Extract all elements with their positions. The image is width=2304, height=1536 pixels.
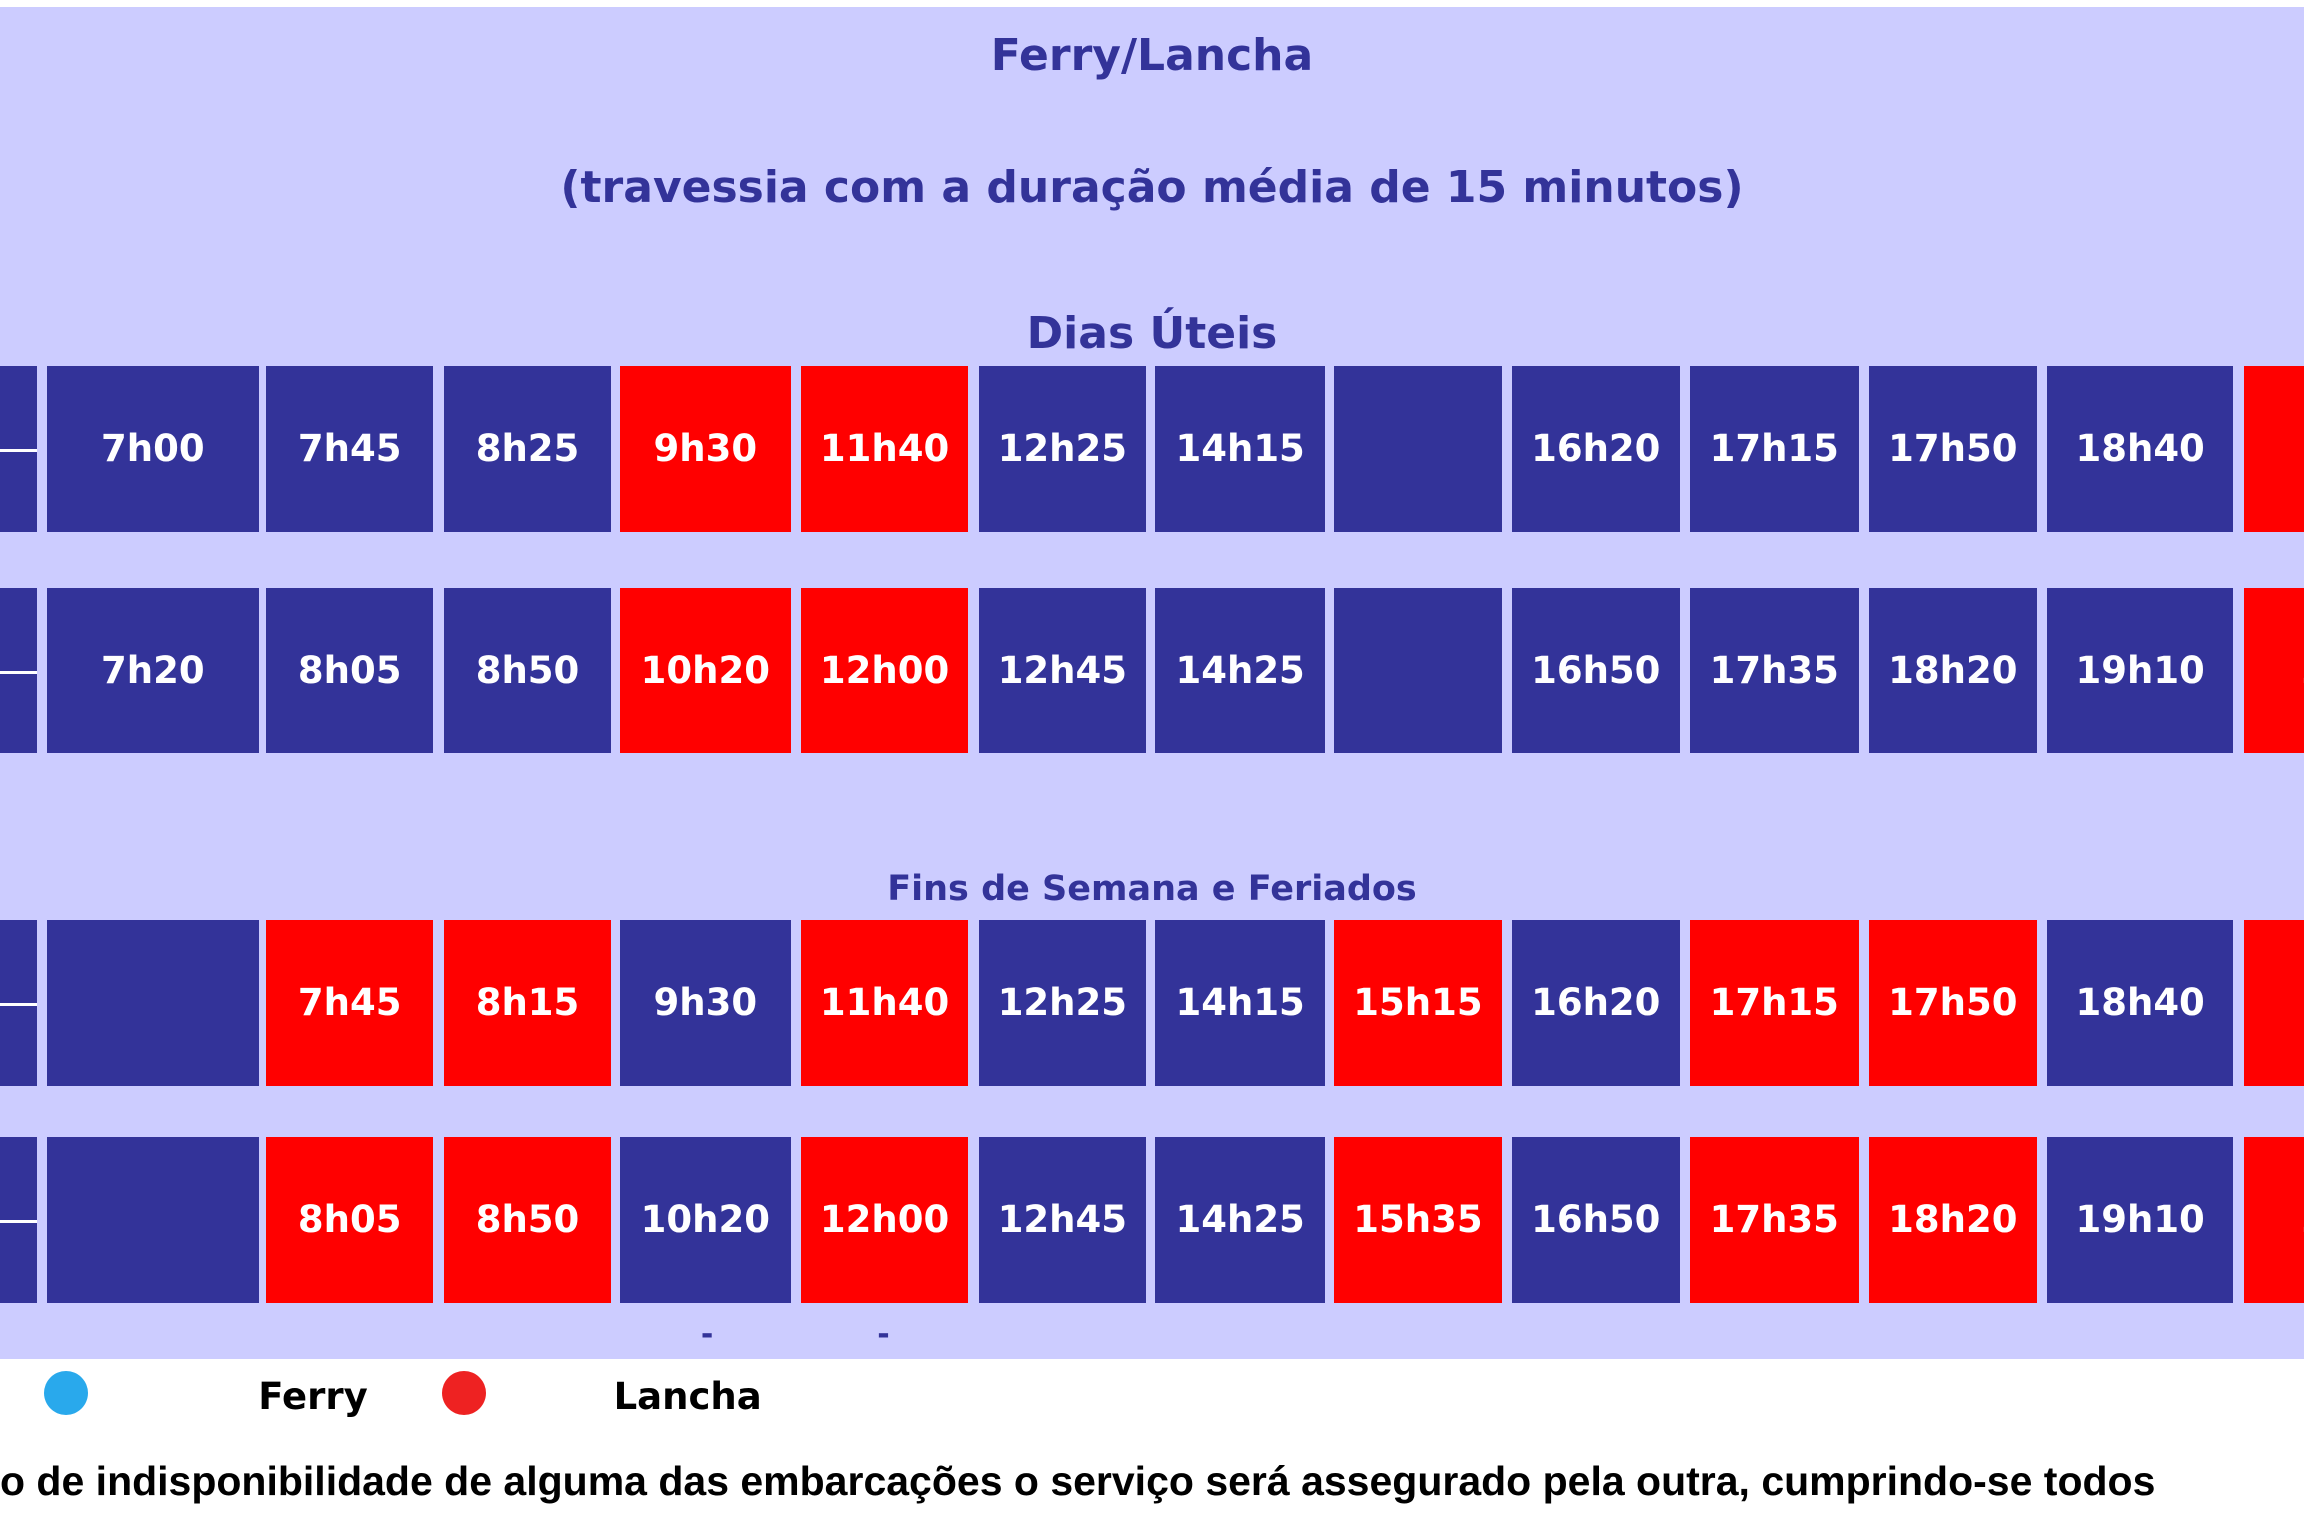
departure-cell: 9h30 <box>620 366 791 532</box>
departure-cell <box>1334 366 1502 532</box>
title: Ferry/Lancha <box>990 30 1314 81</box>
divider <box>0 670 37 674</box>
departure-cell: 15h15 <box>1334 920 1502 1086</box>
departure-cell: 17h15 <box>1689 366 1859 532</box>
departure-cell: 8h25 <box>443 366 612 532</box>
departure-cell: 12h25 <box>978 366 1147 532</box>
departure-cell <box>0 366 37 532</box>
departure-cell: 12h25 <box>978 920 1147 1086</box>
departure-cell: 8h50 <box>443 1137 612 1303</box>
departure-cell: 20 <box>2243 587 2304 754</box>
departure-cell: 19h10 <box>2046 1137 2234 1303</box>
departure-cell: 19 <box>2243 366 2304 532</box>
legend-label: Lancha <box>613 1374 762 1418</box>
departure-cell <box>0 920 37 1086</box>
departure-cell <box>1334 587 1502 754</box>
departure-cell: 8h05 <box>265 587 434 754</box>
departure-cell: 15h35 <box>1334 1137 1502 1303</box>
departure-cell: 17h50 <box>1869 920 2037 1086</box>
departure-cell: 18h40 <box>2046 920 2234 1086</box>
departure-cell: 19 <box>2243 920 2304 1086</box>
departure-cell: 11h40 <box>800 366 969 532</box>
divider <box>0 1219 37 1223</box>
departure-cell: 12h00 <box>800 1137 969 1303</box>
departure-cell <box>47 920 259 1086</box>
departure-cell: 8h50 <box>443 587 612 754</box>
departure-cell: 7h45 <box>265 920 434 1086</box>
footer-note: o de indisponibilidade de alguma das emb… <box>0 1458 2156 1504</box>
departure-cell: 16h50 <box>1512 587 1680 754</box>
legend-marker <box>44 1370 89 1415</box>
subtitle: (travessia com a duração média de 15 min… <box>560 162 1744 213</box>
departure-cell: 8h15 <box>443 920 612 1086</box>
departure-cell: 17h35 <box>1689 1137 1859 1303</box>
departure-cell: 10h20 <box>620 587 791 754</box>
departure-cell: 18h20 <box>1869 1137 2037 1303</box>
departure-cell: 12h45 <box>978 1137 1147 1303</box>
legend: Ferry Lancha <box>0 1370 2304 1430</box>
departure-cell: 16h20 <box>1512 920 1680 1086</box>
departure-cell: 14h25 <box>1154 587 1326 754</box>
legend-label: Ferry <box>258 1374 368 1418</box>
departure-cell: 12h45 <box>978 587 1147 754</box>
departure-cell: 7h00 <box>47 366 259 532</box>
departure-cell: 14h25 <box>1154 1137 1326 1303</box>
divider <box>0 448 37 452</box>
departure-cell: 17h35 <box>1689 587 1859 754</box>
departure-cell: 14h15 <box>1154 366 1326 532</box>
departure-cell: 14h15 <box>1154 920 1326 1086</box>
departure-cell: 7h45 <box>265 366 434 532</box>
section-title: Fins de Semana e Feriados <box>887 869 1417 910</box>
divider <box>0 1002 37 1006</box>
departure-cell: 18h20 <box>1869 587 2037 754</box>
legend-marker <box>442 1370 487 1415</box>
departure-cell: 10h20 <box>620 1137 791 1303</box>
departure-cell: 16h20 <box>1512 366 1680 532</box>
departure-cell: 16h50 <box>1512 1137 1680 1303</box>
departure-cell: 7h20 <box>47 587 259 754</box>
section-title: Dias Úteis <box>1026 308 1278 360</box>
departure-cell: 18h40 <box>2046 366 2234 532</box>
departure-cell <box>0 587 37 754</box>
departure-cell: 19h10 <box>2046 587 2234 754</box>
dash: - <box>877 1316 890 1352</box>
departure-cell: 12h00 <box>800 587 969 754</box>
departure-cell: 17h15 <box>1689 920 1859 1086</box>
departure-cell <box>0 1137 37 1303</box>
departure-cell: 8h05 <box>265 1137 434 1303</box>
dash: - <box>700 1316 714 1352</box>
departure-cell <box>47 1137 259 1303</box>
departure-cell: 20 <box>2243 1137 2304 1303</box>
departure-cell: 9h30 <box>620 920 791 1086</box>
departure-cell: 17h50 <box>1869 366 2037 532</box>
departure-cell: 11h40 <box>800 920 969 1086</box>
